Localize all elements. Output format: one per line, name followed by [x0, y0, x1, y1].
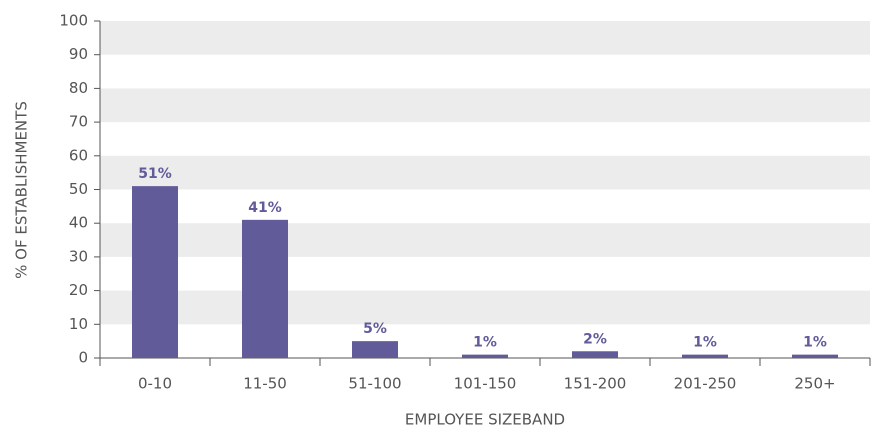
bar	[352, 341, 398, 358]
grid-band	[100, 223, 870, 257]
x-tick-label: 101-150	[454, 375, 517, 393]
y-tick-label: 0	[78, 349, 88, 367]
bar	[242, 219, 288, 358]
data-label: 51%	[138, 166, 172, 182]
y-tick-label: 30	[69, 247, 88, 265]
x-tick-label: 151-200	[564, 375, 627, 393]
data-label: 1%	[803, 335, 827, 351]
y-tick-label: 100	[59, 12, 88, 30]
data-label: 41%	[248, 200, 282, 216]
data-label: 5%	[363, 321, 387, 337]
y-tick-label: 50	[69, 180, 88, 198]
y-axis-label: % OF ESTABLISHMENTS	[13, 101, 31, 279]
x-tick-label: 250+	[794, 375, 835, 393]
y-tick-label: 70	[69, 113, 88, 131]
bar	[572, 351, 618, 358]
data-label: 1%	[693, 335, 717, 351]
y-tick-label: 80	[69, 79, 88, 97]
data-label: 1%	[473, 335, 497, 351]
grid-band	[100, 155, 870, 190]
x-tick-label: 51-100	[348, 375, 401, 393]
x-tick-label: 201-250	[674, 375, 737, 393]
grid-band	[100, 88, 870, 123]
bar	[682, 354, 728, 358]
y-tick-label: 20	[69, 281, 88, 299]
y-tick-label: 60	[69, 146, 88, 164]
bar	[792, 354, 838, 358]
y-tick-label: 40	[69, 214, 88, 232]
x-tick-label: 11-50	[243, 375, 287, 393]
x-axis-label: EMPLOYEE SIZEBAND	[405, 411, 565, 429]
grid-band	[100, 290, 870, 325]
y-tick-label: 10	[69, 315, 88, 333]
grid-band	[100, 21, 870, 55]
data-label: 2%	[583, 331, 607, 347]
bar	[462, 354, 508, 358]
y-tick-label: 90	[69, 45, 88, 63]
x-tick-label: 0-10	[138, 375, 172, 393]
bar	[132, 186, 178, 358]
